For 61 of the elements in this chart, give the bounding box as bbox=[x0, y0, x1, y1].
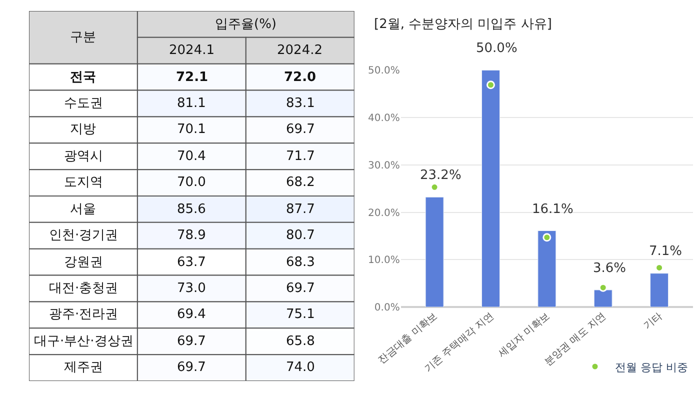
data-label: 83.1 bbox=[286, 96, 315, 111]
data-label: 71.7 bbox=[286, 149, 315, 164]
data-label: 80.7 bbox=[286, 228, 315, 243]
chart-title: [2월, 수분양자의 미입주 사유] bbox=[374, 17, 552, 32]
y-tick-label: 강원권 bbox=[64, 255, 103, 270]
data-label: 23.2% bbox=[420, 168, 462, 183]
data-label: 7.1% bbox=[649, 244, 682, 259]
data-label: 73.0 bbox=[177, 281, 206, 296]
chart-title: 입주율(%) bbox=[215, 17, 276, 32]
y-tick-label: 광역시 bbox=[64, 149, 103, 164]
data-label: 78.9 bbox=[177, 228, 206, 243]
data-label: 70.4 bbox=[177, 149, 206, 164]
data-label: 69.7 bbox=[177, 360, 206, 375]
data-label: 81.1 bbox=[177, 96, 206, 111]
y-tick-label: 40.0% bbox=[368, 113, 400, 124]
data-label: 68.2 bbox=[286, 175, 315, 190]
y-tick-label: 30.0% bbox=[368, 160, 400, 172]
point bbox=[542, 233, 552, 242]
data-label: 72.0 bbox=[284, 70, 316, 85]
x-tick-label: 기타 bbox=[642, 310, 664, 332]
y-tick-label: 지방 bbox=[70, 122, 96, 137]
y-axis-title: 구분 bbox=[70, 30, 96, 45]
data-label: 85.6 bbox=[177, 202, 206, 217]
point bbox=[486, 80, 495, 90]
bar bbox=[538, 230, 556, 307]
data-label: 70.0 bbox=[177, 175, 206, 190]
data-label: 70.1 bbox=[177, 122, 206, 137]
y-tick-label: 대구·부산·경상권 bbox=[34, 334, 134, 349]
y-tick-label: 광주·전라권 bbox=[49, 307, 118, 322]
y-tick-label: 수도권 bbox=[64, 96, 103, 111]
data-label: 3.6% bbox=[593, 261, 626, 276]
data-label: 87.7 bbox=[286, 202, 315, 217]
y-tick-label: 인천·경기권 bbox=[49, 228, 118, 243]
y-tick-label: 도지역 bbox=[64, 175, 103, 190]
data-label: 74.0 bbox=[286, 360, 315, 375]
data-label: 69.7 bbox=[286, 122, 315, 137]
data-label: 75.1 bbox=[286, 307, 315, 322]
data-label: 16.1% bbox=[532, 202, 574, 217]
x-tick-label: 2024.2 bbox=[277, 43, 322, 58]
y-tick-label: 전국 bbox=[70, 70, 96, 85]
y-tick-label: 50.0% bbox=[368, 66, 400, 77]
y-tick-label: 제주권 bbox=[64, 360, 103, 375]
bar bbox=[594, 290, 612, 307]
bar bbox=[425, 196, 444, 307]
data-label: 69.7 bbox=[286, 281, 315, 296]
data-label: 65.8 bbox=[286, 334, 315, 349]
bar bbox=[482, 70, 500, 307]
data-label: 50.0% bbox=[476, 41, 518, 56]
y-tick-label: 20.0% bbox=[368, 208, 400, 219]
x-tick-label: 2024.1 bbox=[169, 43, 214, 58]
y-tick-label: 0.0% bbox=[374, 302, 400, 314]
y-tick-label: 대전·충청권 bbox=[49, 281, 118, 296]
bar bbox=[650, 273, 669, 307]
data-label: 68.3 bbox=[286, 255, 315, 270]
data-label: 69.7 bbox=[177, 334, 206, 349]
y-tick-label: 서울 bbox=[70, 202, 96, 217]
y-tick-label: 10.0% bbox=[368, 255, 400, 266]
legend-label: 전월 응답 비중 bbox=[615, 360, 688, 374]
data-label: 63.7 bbox=[177, 255, 206, 270]
data-label: 69.4 bbox=[177, 307, 206, 322]
data-label: 72.1 bbox=[176, 70, 208, 85]
